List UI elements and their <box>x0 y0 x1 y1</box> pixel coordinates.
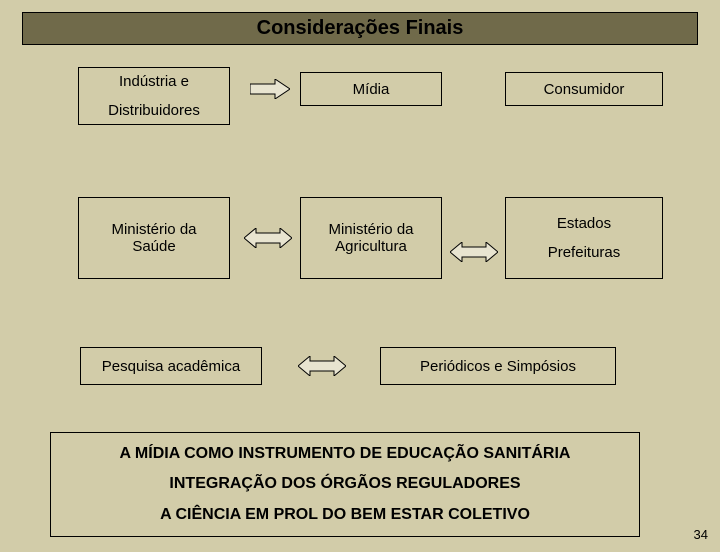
saude-line1: Ministério da <box>111 221 196 238</box>
box-saude: Ministério da Saúde <box>78 197 230 279</box>
box-periodicos: Periódicos e Simpósios <box>380 347 616 385</box>
industria-line2: Distribuidores <box>108 102 200 119</box>
agricultura-line2: Agricultura <box>335 238 407 255</box>
estados-line1: Estados <box>557 215 611 232</box>
title-text: Considerações Finais <box>257 17 464 39</box>
bottom-line2: INTEGRAÇÃO DOS ÓRGÃOS REGULADORES <box>59 469 631 499</box>
box-pesquisa: Pesquisa acadêmica <box>80 347 262 385</box>
box-agricultura: Ministério da Agricultura <box>300 197 442 279</box>
consumidor-text: Consumidor <box>544 81 625 98</box>
midia-text: Mídia <box>353 81 390 98</box>
arrow-double-icon <box>244 228 292 248</box>
periodicos-text: Periódicos e Simpósios <box>420 358 576 375</box>
arrow-right-icon <box>250 79 290 99</box>
estados-line2: Prefeituras <box>548 244 621 261</box>
bottom-box: A MÍDIA COMO INSTRUMENTO DE EDUCAÇÃO SAN… <box>50 432 640 537</box>
bottom-line1: A MÍDIA COMO INSTRUMENTO DE EDUCAÇÃO SAN… <box>59 439 631 469</box>
bottom-line3: A CIÊNCIA EM PROL DO BEM ESTAR COLETIVO <box>59 500 631 530</box>
box-estados: Estados Prefeituras <box>505 197 663 279</box>
box-midia: Mídia <box>300 72 442 106</box>
arrow-double-icon <box>450 242 498 262</box>
pesquisa-text: Pesquisa acadêmica <box>102 358 240 375</box>
box-consumidor: Consumidor <box>505 72 663 106</box>
industria-line1: Indústria e <box>119 73 189 90</box>
saude-line2: Saúde <box>132 238 175 255</box>
title-bar: Considerações Finais <box>22 12 698 45</box>
agricultura-line1: Ministério da <box>328 221 413 238</box>
arrow-double-icon <box>298 356 346 376</box>
box-industria: Indústria e Distribuidores <box>78 67 230 125</box>
